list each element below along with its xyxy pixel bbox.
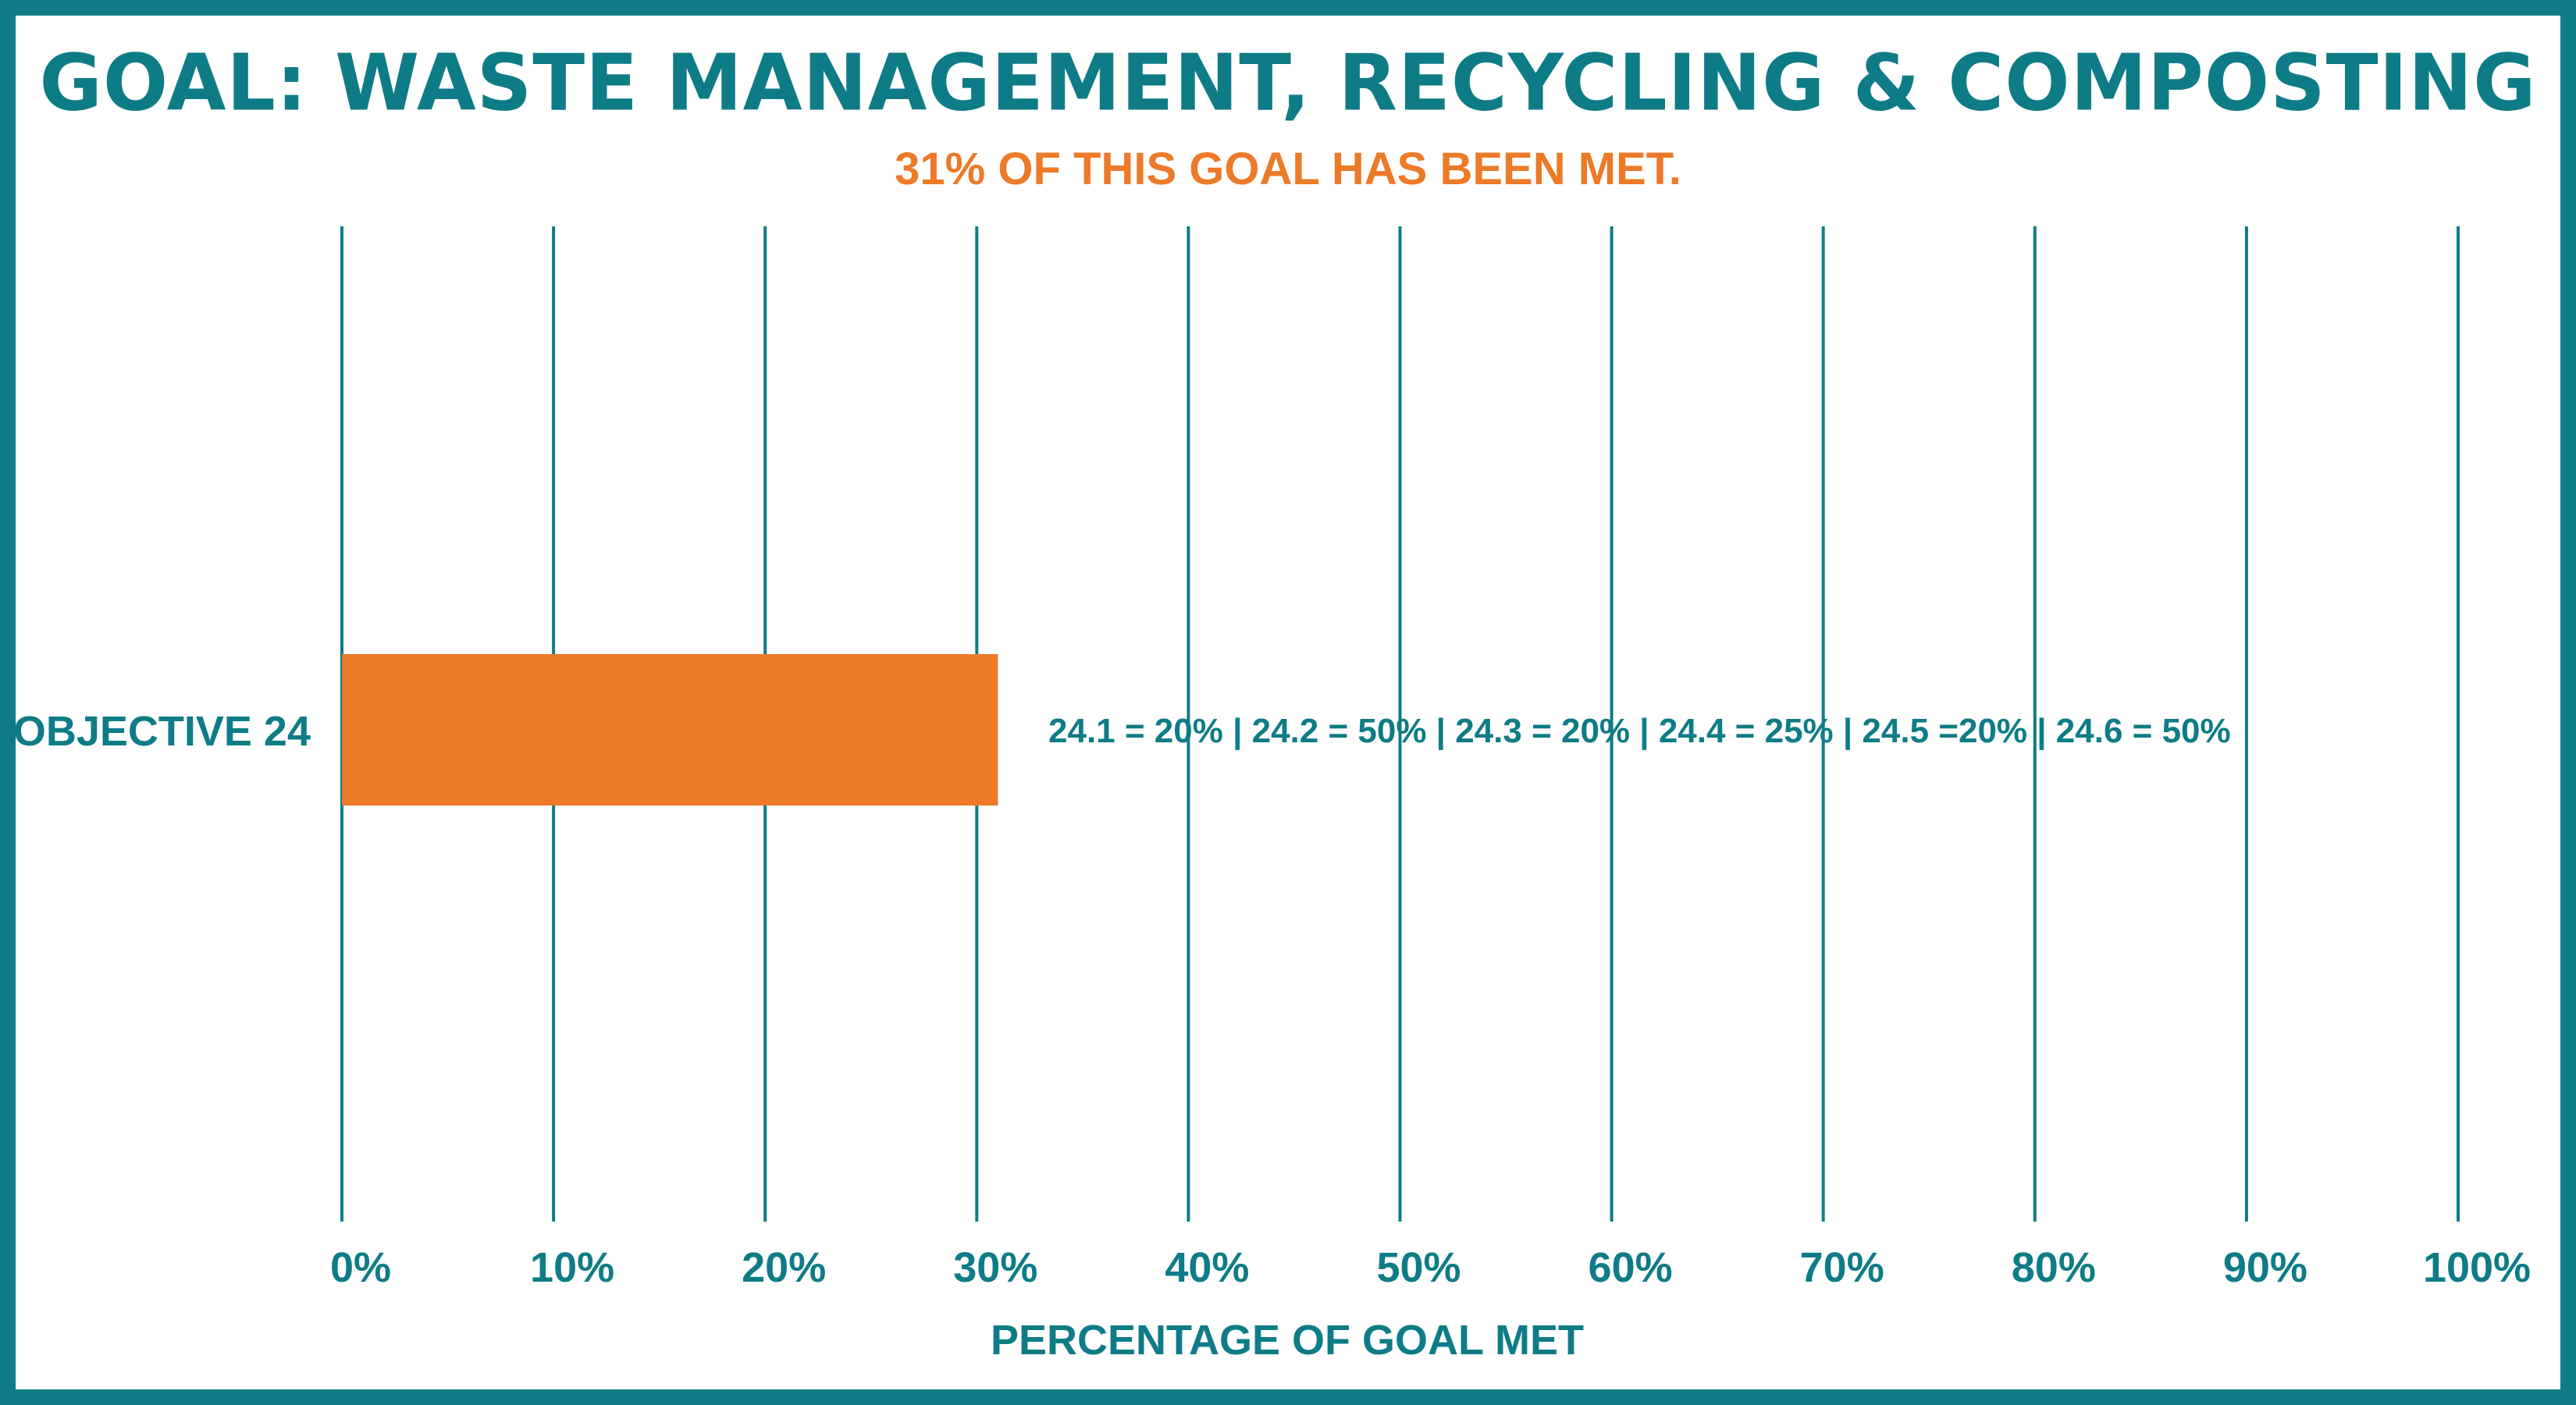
x-tick-labels: 0% 10% 20% 30% 40% 50% 60% 70% 80% 90% 100% [330, 1244, 2531, 1291]
x-tick-label: 40% [1165, 1244, 1249, 1291]
x-tick-label: 30% [953, 1244, 1037, 1291]
x-tick-label: 80% [2012, 1244, 2096, 1291]
x-tick-label: 70% [1800, 1244, 1884, 1291]
category-label: OBJECTIVE 24 [13, 708, 311, 755]
x-tick-label: 60% [1589, 1244, 1673, 1291]
chart-title: GOAL: WASTE MANAGEMENT, RECYCLING & COMP… [39, 37, 2537, 130]
objective-breakdown-annotation: 24.1 = 20% | 24.2 = 50% | 24.3 = 20% | 2… [1048, 712, 2231, 751]
x-tick-label: 90% [2223, 1244, 2307, 1291]
x-tick-label: 100% [2423, 1244, 2531, 1291]
chart-subtitle: 31% OF THIS GOAL HAS BEEN MET. [895, 144, 1681, 194]
x-tick-label: 50% [1376, 1244, 1461, 1291]
bar [342, 654, 998, 806]
x-tick-label: 10% [530, 1244, 614, 1291]
x-tick-label: 20% [742, 1244, 826, 1291]
x-axis-label: PERCENTAGE OF GOAL MET [991, 1317, 1584, 1364]
x-tick-label: 0% [330, 1244, 391, 1291]
bars [342, 654, 998, 806]
